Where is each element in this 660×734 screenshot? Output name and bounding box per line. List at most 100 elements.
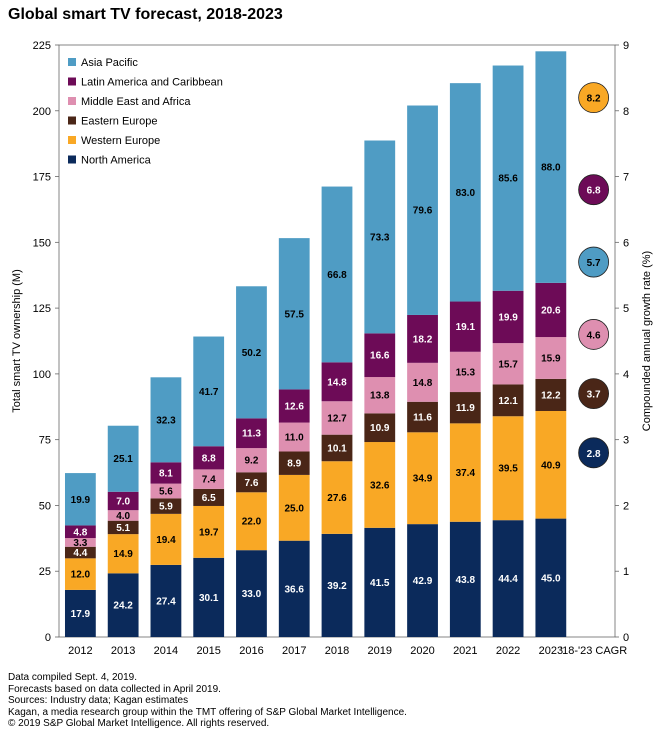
bar-latin-america-and-caribbean-2022 [492, 290, 524, 344]
bar-western-europe-2021 [449, 423, 481, 522]
legend-swatch-middle-east-and-africa [68, 97, 76, 105]
bar-middle-east-and-africa-2021 [449, 351, 481, 393]
bar-label-north-america-2023: 45.0 [541, 573, 561, 584]
y2-tick-label: 9 [623, 40, 629, 52]
bar-asia-pacific-2014 [150, 377, 182, 463]
bar-label-middle-east-and-africa-2022: 15.7 [498, 359, 518, 370]
bar-western-europe-2022 [492, 416, 524, 521]
cagr-label-eastern-europe: 3.7 [587, 390, 601, 401]
x-tick-label: 2023 [539, 645, 563, 657]
bar-north-america-2013 [107, 573, 139, 637]
bar-label-asia-pacific-2016: 50.2 [242, 348, 262, 359]
bar-north-america-2018 [321, 533, 353, 637]
y-tick-label: 50 [39, 500, 51, 512]
cagr-label-north-america: 2.8 [587, 449, 601, 460]
y-tick-label: 0 [45, 632, 51, 644]
bar-label-latin-america-and-caribbean-2013: 7.0 [116, 496, 130, 507]
bar-middle-east-and-africa-2013 [107, 510, 139, 521]
bar-label-asia-pacific-2014: 32.3 [156, 415, 176, 426]
bar-asia-pacific-2021 [449, 83, 481, 302]
y-axis-label: Total smart TV ownership (M) [11, 269, 23, 412]
bar-western-europe-2018 [321, 461, 353, 534]
bar-label-north-america-2016: 33.0 [242, 589, 262, 600]
bar-latin-america-and-caribbean-2017 [278, 389, 310, 423]
bar-asia-pacific-2022 [492, 65, 524, 291]
bar-value-labels: 17.9 12.0 4.43.34.8 19.9 24.2 14.9 5.14.0 7.0 25… [71, 163, 561, 620]
bar-label-latin-america-and-caribbean-2023: 20.6 [541, 305, 561, 316]
y-tick-label: 225 [33, 40, 51, 52]
bar-north-america-2014 [150, 564, 182, 637]
bar-label-western-europe-2012: 12.0 [71, 570, 91, 581]
x-axis: 2012 2013 2014 2015 2016 2017 2018 2019 2020 2021… [68, 645, 627, 657]
cagr-circle-western-europe [578, 82, 610, 114]
bar-latin-america-and-caribbean-2020 [407, 314, 438, 363]
bar-middle-east-and-africa-2012 [64, 538, 96, 547]
bar-eastern-europe-2012 [64, 546, 96, 559]
x-tick-label: 2022 [496, 645, 520, 657]
cagr-label-western-europe: 8.2 [587, 94, 601, 105]
bar-label-north-america-2021: 43.8 [456, 575, 476, 586]
bar-north-america-2019 [364, 527, 396, 637]
bar-asia-pacific-2017 [278, 238, 310, 390]
note-sources: Sources: Industry data; Kagan estimates [8, 695, 189, 707]
bar-middle-east-and-africa-2023 [535, 337, 567, 379]
bar-label-western-europe-2013: 14.9 [113, 549, 133, 560]
legend-swatch-western-europe [68, 136, 76, 144]
y-tick-label: 75 [39, 435, 51, 447]
bar-label-western-europe-2017: 25.0 [284, 503, 304, 514]
bar-middle-east-and-africa-2019 [364, 377, 396, 414]
cagr-label-middle-east-and-africa: 4.6 [587, 330, 601, 341]
bar-label-western-europe-2015: 19.7 [199, 527, 219, 538]
legend-label-middle-east-and-africa: Middle East and Africa [81, 96, 191, 108]
cagr-circle-middle-east-and-africa [578, 319, 610, 350]
bar-label-latin-america-and-caribbean-2018: 14.8 [327, 377, 347, 388]
bar-label-latin-america-and-caribbean-2014: 8.1 [159, 468, 173, 479]
y-tick-label: 175 [33, 172, 51, 184]
bar-latin-america-and-caribbean-2014 [150, 462, 182, 484]
bar-middle-east-and-africa-2017 [278, 422, 310, 452]
bar-western-europe-2016 [236, 492, 267, 551]
x-tick-label: 2020 [410, 645, 434, 657]
bar-label-eastern-europe-2019: 10.9 [370, 423, 390, 434]
x-tick-label: 2017 [282, 645, 306, 657]
bar-asia-pacific-2012 [64, 473, 96, 526]
bar-latin-america-and-caribbean-2018 [321, 362, 353, 402]
bar-label-north-america-2022: 44.4 [498, 574, 518, 585]
bar-label-asia-pacific-2020: 79.6 [413, 206, 433, 217]
bar-label-western-europe-2020: 34.9 [413, 474, 433, 485]
bar-western-europe-2014 [150, 513, 182, 565]
bar-asia-pacific-2013 [107, 425, 139, 492]
legend-swatch-north-america [68, 155, 76, 164]
bar-middle-east-and-africa-2022 [492, 343, 524, 385]
bar-western-europe-2020 [407, 432, 438, 525]
bar-label-north-america-2013: 24.2 [113, 601, 133, 612]
bar-asia-pacific-2015 [193, 336, 225, 447]
y2-tick-label: 4 [623, 369, 629, 381]
cagr-label-asia-pacific: 5.7 [587, 258, 601, 269]
bar-western-europe-2012 [64, 558, 96, 590]
bar-eastern-europe-2014 [150, 498, 182, 514]
bar-north-america-2017 [278, 540, 310, 637]
bar-label-eastern-europe-2013: 5.1 [116, 523, 130, 534]
bar-label-middle-east-and-africa-2016: 9.2 [245, 456, 259, 467]
bar-latin-america-and-caribbean-2016 [236, 418, 267, 449]
bar-label-north-america-2018: 39.2 [327, 581, 347, 592]
cagr-markers: 8.2 6.8 5.7 4.6 3.7 2.8 [578, 82, 610, 469]
bar-label-latin-america-and-caribbean-2016: 11.3 [242, 429, 261, 440]
bar-eastern-europe-2017 [278, 451, 310, 475]
legend-label-latin-america-and-caribbean: Latin America and Caribbean [81, 77, 223, 89]
cagr-circle-north-america [578, 437, 610, 469]
bar-western-europe-2017 [278, 474, 310, 541]
bar-label-middle-east-and-africa-2019: 13.8 [370, 391, 390, 402]
bar-middle-east-and-africa-2014 [150, 483, 182, 499]
bar-asia-pacific-2019 [364, 140, 396, 334]
bar-eastern-europe-2019 [364, 413, 396, 443]
bar-latin-america-and-caribbean-2015 [193, 446, 225, 470]
bar-middle-east-and-africa-2016 [236, 448, 267, 473]
bar-western-europe-2015 [193, 505, 225, 558]
bar-label-eastern-europe-2012: 4.4 [73, 548, 87, 559]
bar-label-middle-east-and-africa-2020: 14.8 [413, 378, 433, 389]
note-compiled: Data compiled Sept. 4, 2019. [8, 672, 137, 683]
bar-label-western-europe-2018: 27.6 [327, 493, 347, 504]
bar-label-north-america-2012: 17.9 [71, 609, 91, 620]
